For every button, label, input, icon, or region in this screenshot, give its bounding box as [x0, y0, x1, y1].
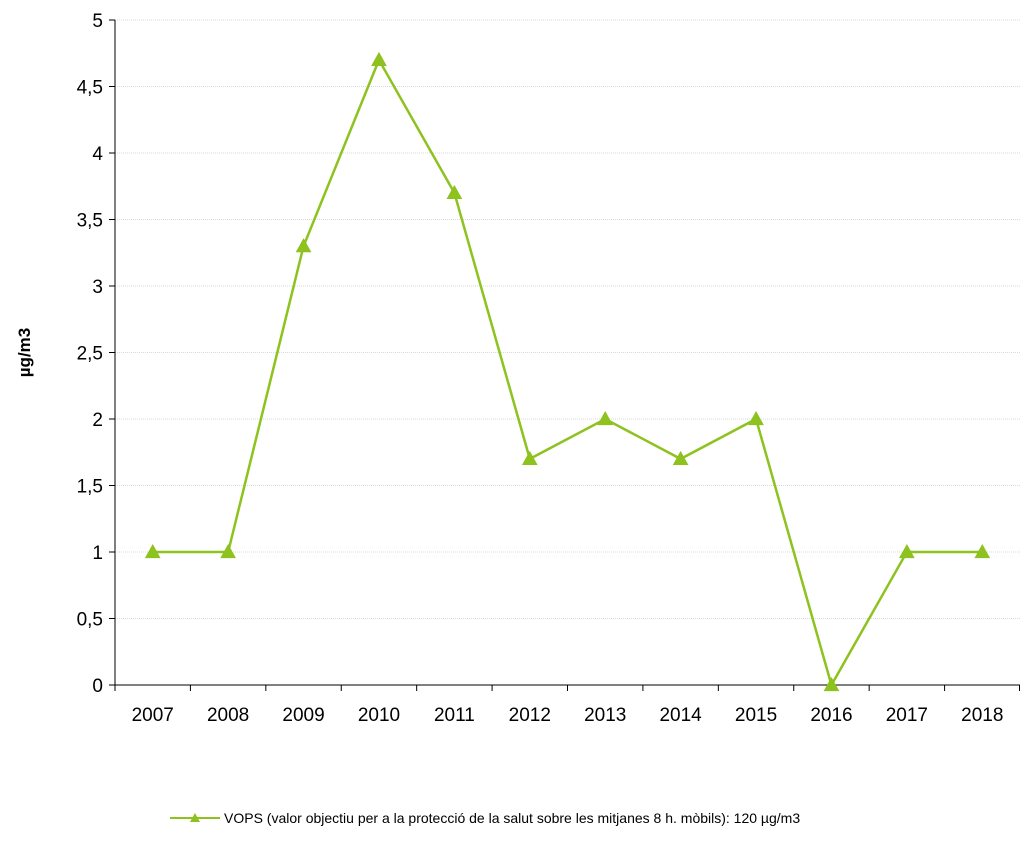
y-tick-label: 1,5 — [77, 477, 103, 498]
y-tick-label: 3 — [92, 277, 103, 298]
data-point-marker — [446, 184, 463, 199]
x-tick-label: 2008 — [207, 705, 249, 726]
x-tick-label: 2017 — [886, 705, 928, 726]
data-point-marker — [748, 410, 764, 426]
x-tick-label: 2015 — [735, 705, 777, 726]
y-tick-label: 4 — [92, 144, 103, 165]
x-tick-label: 2016 — [810, 705, 852, 726]
y-tick-label: 1 — [92, 543, 103, 564]
x-tick-label: 2009 — [282, 705, 324, 726]
x-tick-label: 2010 — [358, 705, 400, 726]
data-point-marker — [220, 543, 236, 559]
data-point-marker — [672, 450, 689, 465]
data-point-marker — [597, 410, 614, 426]
y-tick-label: 5 — [92, 11, 103, 32]
data-point-marker — [295, 238, 312, 253]
plot-series — [144, 51, 991, 692]
y-tick-label: 2,5 — [77, 344, 103, 365]
x-tick-label: 2013 — [584, 705, 626, 726]
y-axis: 0 0,5 1 1,5 2 2,5 3 3,5 4 4,5 5 — [77, 11, 116, 697]
data-point-marker — [974, 543, 991, 559]
y-tick-label: 4,5 — [77, 78, 103, 99]
x-axis: 2007 2008 2009 2010 2011 2012 2013 2014 2015 2016… — [114, 684, 1020, 726]
y-axis-title: µg/m3 — [15, 328, 34, 377]
legend-marker — [190, 813, 200, 822]
x-tick-label: 2014 — [659, 705, 702, 726]
legend-label: VOPS (valor objectiu per a la protecció … — [224, 810, 800, 826]
x-tick-label: 2007 — [132, 705, 174, 726]
data-point-marker — [371, 51, 387, 66]
x-tick-label: 2011 — [434, 705, 475, 726]
data-point-marker — [823, 676, 840, 692]
y-tick-label: 2 — [92, 410, 103, 431]
x-tick-label: 2018 — [961, 705, 1003, 726]
data-point-marker — [521, 450, 538, 465]
x-tick-label: 2012 — [509, 705, 551, 726]
y-tick-label: 3,5 — [77, 211, 103, 232]
data-point-marker — [899, 543, 915, 559]
y-tick-label: 0,5 — [77, 610, 103, 631]
y-tick-label: 0 — [92, 676, 103, 697]
gridlines — [115, 19, 1020, 619]
legend: VOPS (valor objectiu per a la protecció … — [170, 810, 800, 826]
data-point-marker — [144, 543, 161, 559]
series-line — [152, 57, 983, 689]
